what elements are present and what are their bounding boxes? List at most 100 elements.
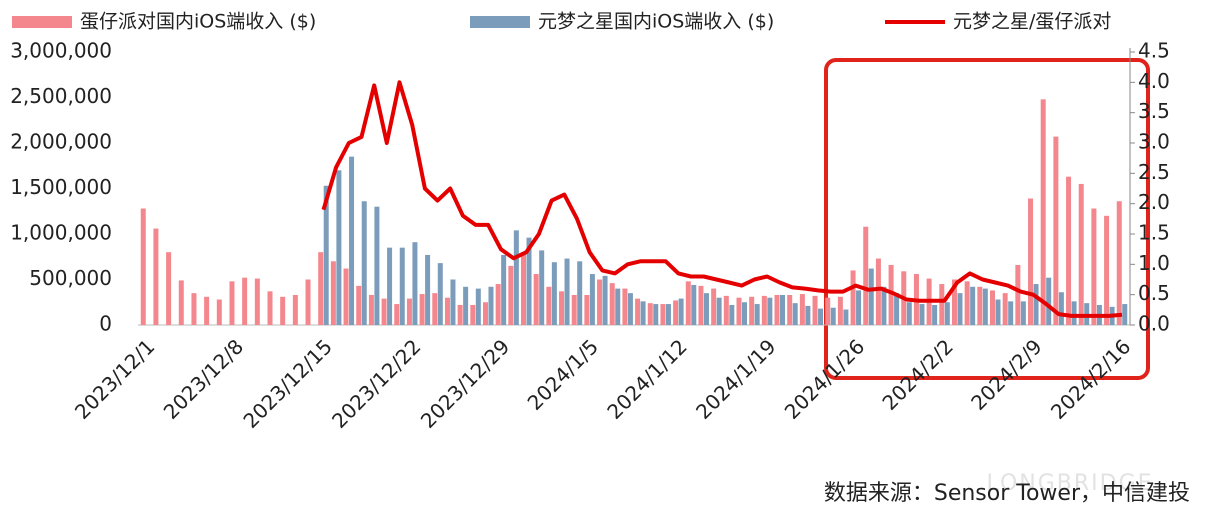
bar <box>470 304 476 325</box>
bar <box>323 185 329 325</box>
bar <box>989 290 995 325</box>
bar <box>1066 176 1072 325</box>
bar <box>521 252 527 325</box>
bar <box>830 307 836 325</box>
bar <box>254 278 260 325</box>
y-tick-label: 500,000 <box>29 266 112 290</box>
y-tick-label: 2,000,000 <box>10 130 112 154</box>
bar <box>812 295 818 325</box>
bar <box>381 298 387 325</box>
bar <box>685 281 691 325</box>
bar <box>330 261 336 325</box>
bar <box>305 279 311 325</box>
bar <box>875 258 881 325</box>
bar <box>729 304 735 325</box>
legend-label: 元梦之星国内iOS端收入 ($) <box>538 11 774 33</box>
bar <box>982 288 988 325</box>
bar <box>951 279 957 325</box>
bar <box>780 294 786 325</box>
highlight-box <box>824 58 1150 380</box>
bar <box>767 297 773 325</box>
bar <box>723 295 729 325</box>
bar <box>640 301 646 325</box>
bar <box>432 293 438 325</box>
x-tick-label: 2023/12/15 <box>238 334 336 432</box>
bar <box>546 286 552 325</box>
bar <box>508 265 514 325</box>
bar <box>698 285 704 325</box>
bar <box>336 170 342 325</box>
bar <box>368 294 374 325</box>
bar <box>343 268 349 325</box>
bar <box>577 261 583 325</box>
bar <box>597 279 603 325</box>
x-tick-label: 2023/12/8 <box>159 334 248 423</box>
bar <box>843 309 849 325</box>
x-tick-label: 2023/12/22 <box>327 334 425 432</box>
bar <box>906 302 912 325</box>
bar <box>660 304 666 325</box>
bar <box>736 297 742 325</box>
bar <box>444 297 450 325</box>
line <box>321 80 1123 318</box>
bar <box>513 230 519 325</box>
bar <box>673 300 679 325</box>
bar <box>805 305 811 325</box>
bar <box>1015 264 1021 325</box>
y-tick-label: 3,000,000 <box>10 39 112 63</box>
bar <box>792 303 798 325</box>
legend-swatch <box>12 16 72 28</box>
bar <box>1091 208 1097 325</box>
bar <box>216 299 222 325</box>
bar <box>894 293 900 325</box>
bar <box>977 286 983 325</box>
bar <box>799 294 805 325</box>
bar <box>267 291 273 325</box>
y2-tick-label: 3.5 <box>1138 99 1170 123</box>
bar <box>571 294 577 325</box>
bar <box>627 293 633 325</box>
bar <box>584 294 590 325</box>
bar <box>1071 301 1077 325</box>
bar <box>564 258 570 325</box>
bar <box>1058 292 1064 325</box>
bar <box>425 254 431 325</box>
bar <box>863 226 869 325</box>
y2-tick-label: 2.5 <box>1138 160 1170 184</box>
bar <box>419 294 425 325</box>
bar <box>995 299 1001 325</box>
bar <box>394 304 400 325</box>
x-tick-label: 2024/1/12 <box>602 334 691 423</box>
bar <box>533 274 539 325</box>
bar <box>242 277 248 325</box>
bar <box>1008 301 1014 325</box>
bar <box>1040 99 1046 325</box>
bar <box>1046 277 1052 325</box>
bar <box>280 296 286 325</box>
bar <box>939 284 945 325</box>
bar <box>856 290 862 325</box>
bar <box>559 291 565 325</box>
bar <box>1116 201 1122 325</box>
x-tick-label: 2024/1/5 <box>523 334 603 414</box>
y-tick-label: 1,000,000 <box>10 221 112 245</box>
bar <box>678 298 684 325</box>
bar <box>495 284 501 325</box>
bar <box>774 294 780 325</box>
bar <box>761 295 767 325</box>
bar <box>475 288 481 325</box>
bar <box>754 304 760 325</box>
x-tick-label: 2023/12/29 <box>416 334 514 432</box>
bar <box>361 201 367 325</box>
bar <box>551 262 557 325</box>
bar <box>1122 304 1128 325</box>
bar <box>970 286 976 325</box>
bar <box>463 286 469 325</box>
bar <box>374 206 380 325</box>
bar <box>957 293 963 325</box>
bar <box>602 275 608 325</box>
y2-tick-label: 0.5 <box>1138 281 1170 305</box>
y-tick-label: 1,500,000 <box>10 175 112 199</box>
